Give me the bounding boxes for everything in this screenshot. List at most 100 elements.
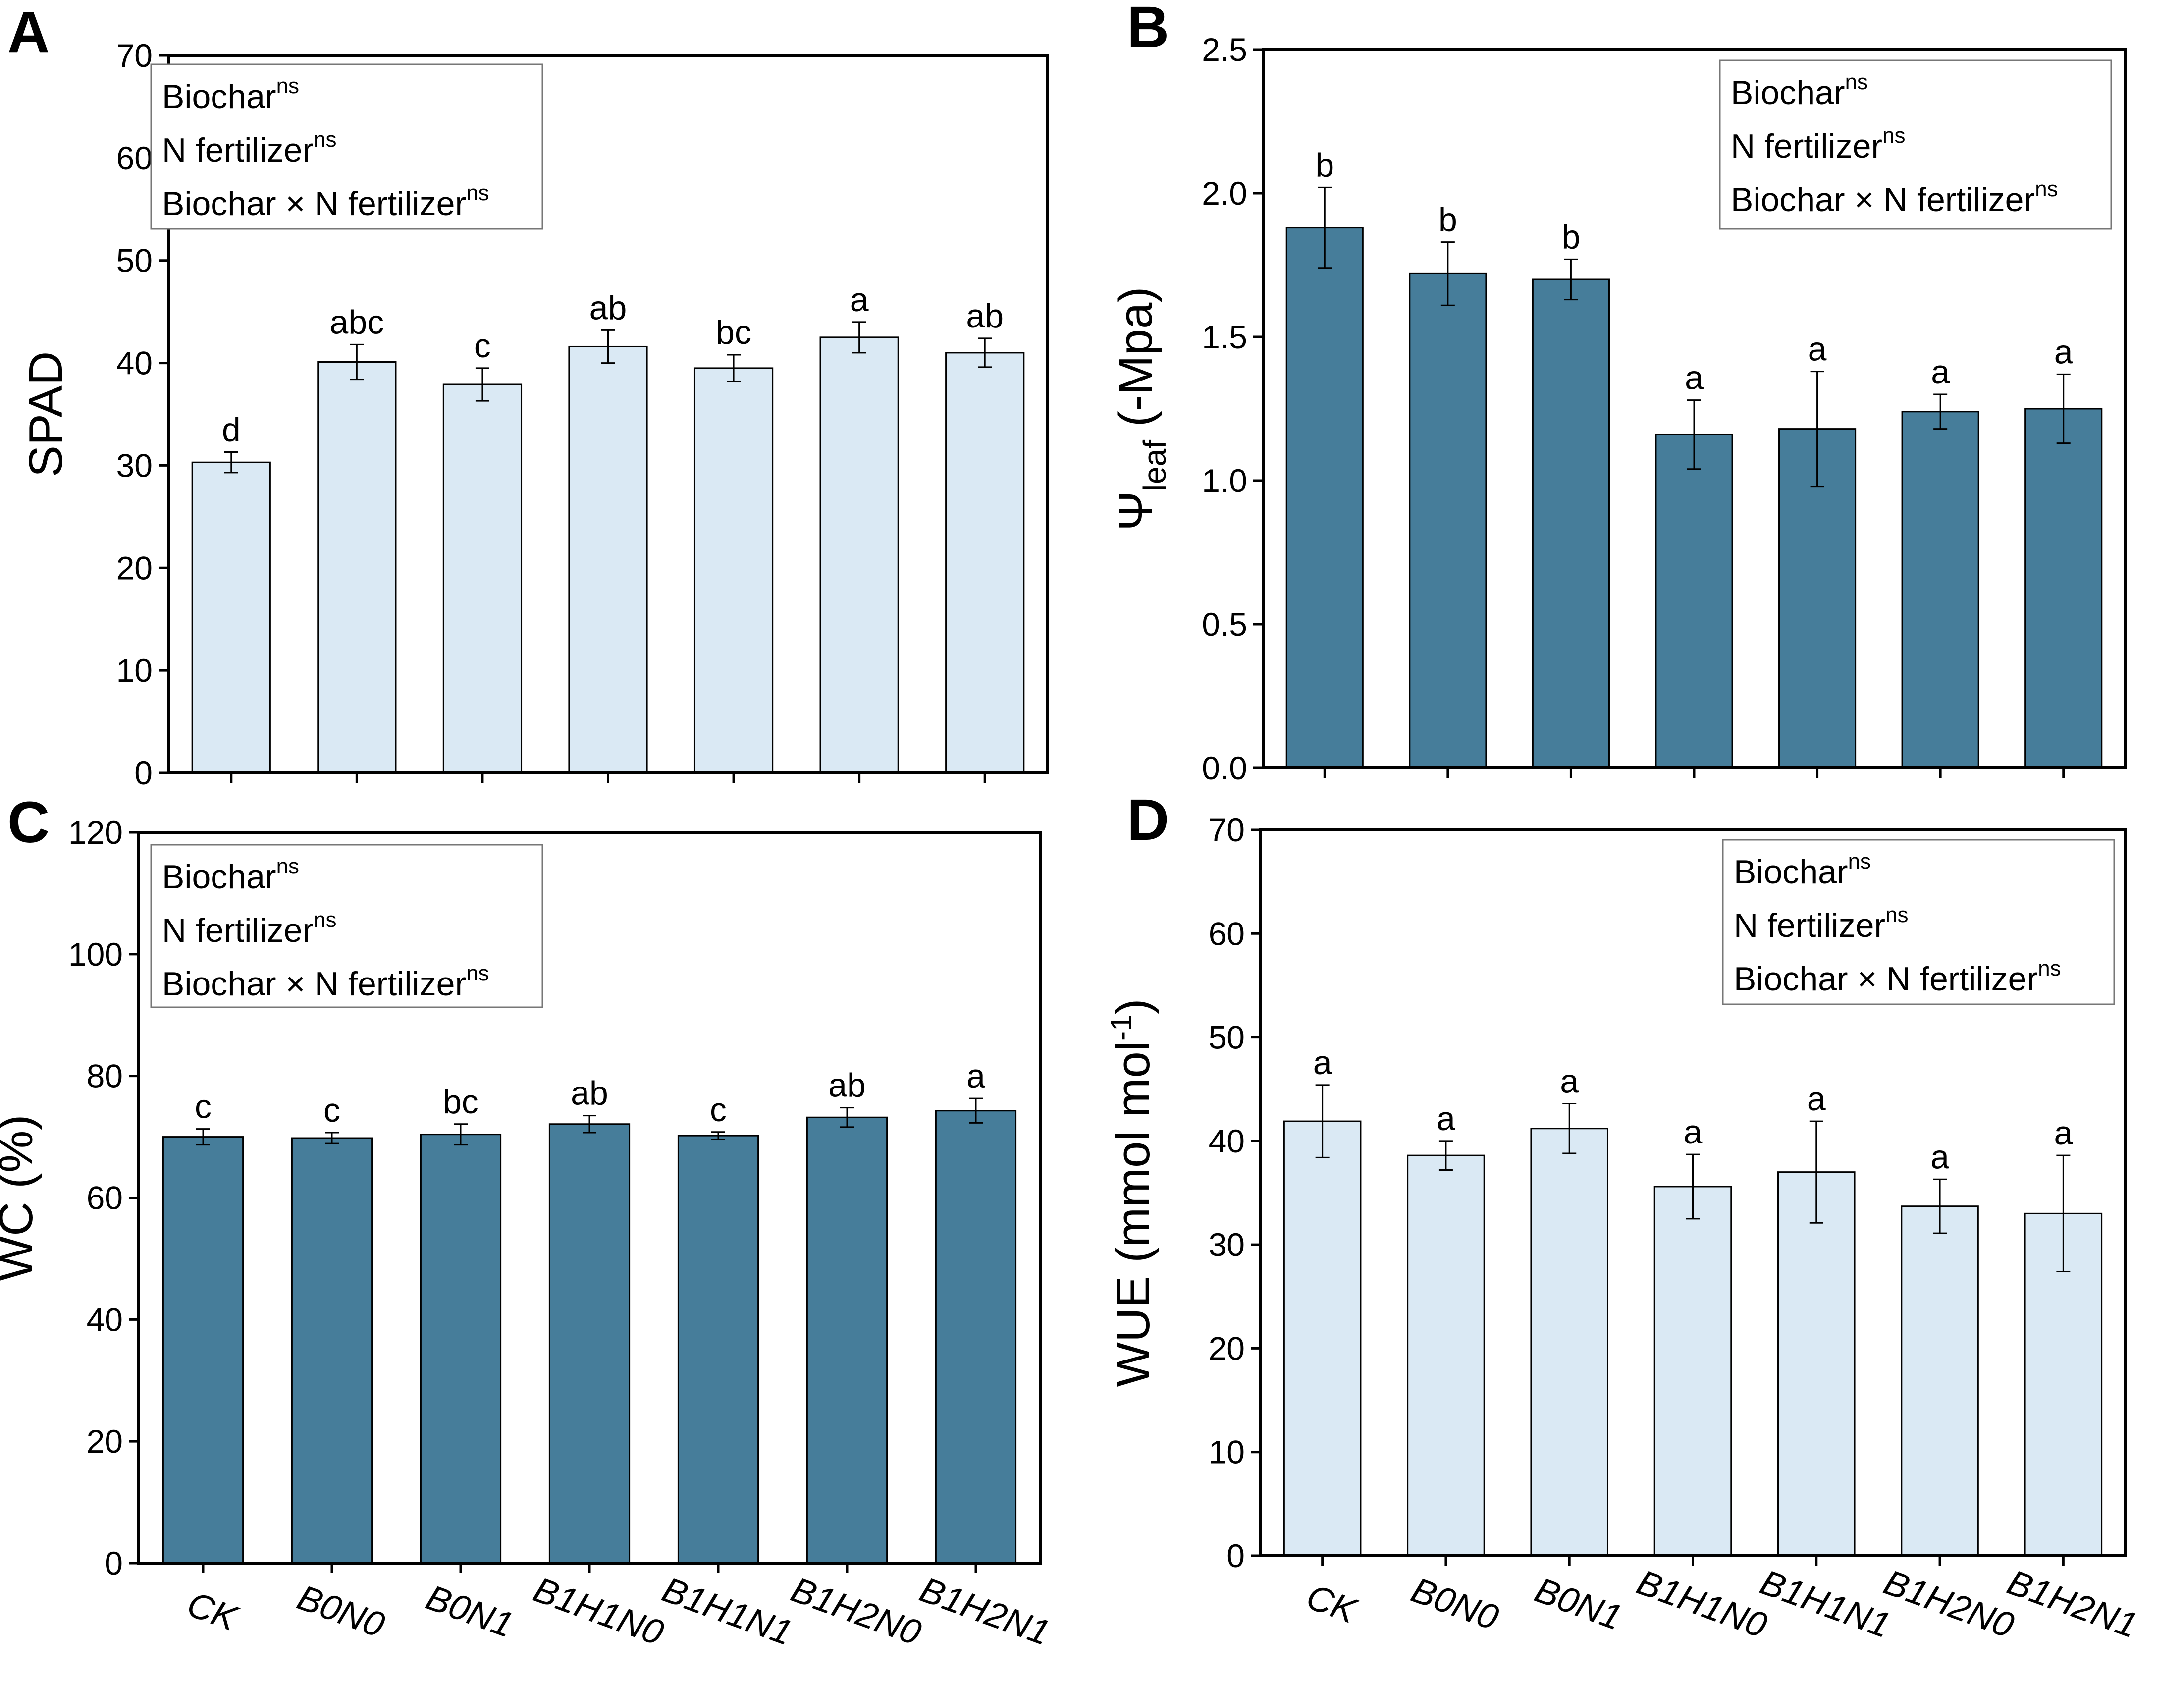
legend-entry-label: Biochar × N fertilizer xyxy=(162,185,466,222)
legend-entry-superscript: ns xyxy=(276,854,299,878)
y-axis-title: WUE (mmol mol-1) xyxy=(1105,999,1160,1387)
bar xyxy=(1901,411,1979,769)
significance-label: a xyxy=(1685,359,1704,397)
legend-entry: N fertilizerns xyxy=(162,908,337,949)
x-tick-label: CK xyxy=(182,1584,244,1639)
bar xyxy=(1285,227,1364,769)
x-tick-label: B1H2N0 xyxy=(786,1570,926,1653)
legend-entry-superscript: ns xyxy=(1848,849,1871,873)
significance-label: a xyxy=(1931,353,1950,391)
error-bar xyxy=(1564,258,1578,301)
bar xyxy=(191,461,271,774)
bar xyxy=(568,345,648,774)
panel-letter: C xyxy=(7,790,50,855)
error-bar xyxy=(1318,186,1332,269)
error-bar xyxy=(1315,1084,1330,1158)
legend-entry: Biocharns xyxy=(162,74,299,115)
y-axis-title-subscript: leaf xyxy=(1137,440,1172,491)
error-bar xyxy=(224,451,238,474)
chart-panel-b: Bb b b a a a a 0.0 0.5 1.0 1.5 2.0 2.5 Ψleaf (-Mpa) Bi… xyxy=(1109,0,2127,786)
significance-label: c xyxy=(710,1091,727,1129)
legend-entry-label: Biochar × N fertilizer xyxy=(1731,181,2035,218)
bar xyxy=(317,361,397,774)
y-tick-label: 2.0 xyxy=(1202,175,1247,212)
bar xyxy=(1407,1154,1485,1557)
legend-entry-label: N fertilizer xyxy=(1731,127,1882,165)
y-tick-label: 10 xyxy=(116,652,153,689)
legend-box xyxy=(150,844,543,1008)
y-axis-title-superscript: -1 xyxy=(1105,1014,1138,1040)
bar xyxy=(1530,1128,1608,1557)
legend-entry-superscript: ns xyxy=(1882,123,1905,148)
significance-label: a xyxy=(966,1057,985,1095)
y-tick-label: 120 xyxy=(68,814,123,851)
legend-entry: Biochar × N fertilizerns xyxy=(162,181,489,222)
error-bar xyxy=(727,354,741,382)
y-tick-label: 20 xyxy=(1209,1330,1245,1366)
y-tick-label: 20 xyxy=(87,1423,123,1460)
x-tick-label: B1H1N0 xyxy=(1632,1562,1772,1645)
anova-legend: Biocharns N fertilizerns Biochar × N ferti… xyxy=(1719,59,2112,230)
error-bar xyxy=(852,321,866,354)
x-tick-label: B1H1N1 xyxy=(657,1570,798,1653)
legend-entry-label: N fertilizer xyxy=(162,912,314,949)
legend-entry: Biochar × N fertilizerns xyxy=(162,961,489,1003)
legend-entry-superscript: ns xyxy=(314,127,336,152)
significance-label: ab xyxy=(571,1075,608,1112)
significance-label: b xyxy=(1438,201,1457,239)
y-tick-label: 0.5 xyxy=(1202,606,1247,643)
y-tick-label: 70 xyxy=(116,37,153,74)
y-tick-label: 60 xyxy=(1209,915,1245,952)
significance-label: c xyxy=(195,1088,212,1126)
y-tick-label: 50 xyxy=(116,242,153,279)
legend-entry-superscript: ns xyxy=(466,961,489,985)
error-bar xyxy=(2056,373,2071,444)
legend-box xyxy=(1719,59,2112,230)
y-tick-label: 1.5 xyxy=(1202,319,1247,355)
bar xyxy=(677,1135,759,1564)
legend-entry-label: N fertilizer xyxy=(162,131,314,169)
x-tick-label: B0N0 xyxy=(1406,1570,1504,1638)
error-bar xyxy=(1438,1140,1453,1171)
legend-entry-superscript: ns xyxy=(466,181,489,205)
y-tick-label: 2.5 xyxy=(1202,31,1247,68)
y-tick-label: 0.0 xyxy=(1202,750,1247,786)
panel-letter: A xyxy=(7,0,50,65)
legend-entry-superscript: ns xyxy=(2038,956,2061,980)
legend-entry-label: Biochar xyxy=(1731,74,1845,111)
y-tick-label: 70 xyxy=(1209,812,1245,848)
bar xyxy=(1409,272,1487,769)
y-axis-title-main: WUE (mmol mol xyxy=(1107,1041,1160,1387)
y-tick-label: 0 xyxy=(1226,1537,1245,1574)
significance-label: b xyxy=(1562,218,1581,256)
bar xyxy=(2024,408,2103,769)
error-bar xyxy=(1810,371,1824,488)
legend-entry: Biocharns xyxy=(1731,70,1868,111)
bar xyxy=(291,1137,373,1564)
error-bar xyxy=(978,337,992,368)
significance-label: a xyxy=(1684,1113,1703,1151)
legend-box xyxy=(150,63,543,230)
legend-entry-label: Biochar × N fertilizer xyxy=(162,965,466,1003)
significance-label: bc xyxy=(443,1083,479,1121)
y-tick-label: 60 xyxy=(116,140,153,176)
significance-label: ab xyxy=(828,1067,866,1104)
y-axis-title-main: WC (%) xyxy=(0,1115,43,1281)
y-tick-label: 30 xyxy=(116,447,153,484)
error-bar xyxy=(1562,1103,1577,1154)
error-bar xyxy=(1440,241,1455,306)
bar xyxy=(935,1110,1017,1564)
y-tick-label: 0 xyxy=(105,1545,123,1581)
legend-entry: Biocharns xyxy=(162,854,299,896)
significance-label: bc xyxy=(716,314,751,351)
y-axis-title-main: Ψ xyxy=(1109,491,1162,531)
y-tick-label: 10 xyxy=(1209,1434,1245,1470)
bar xyxy=(945,352,1025,774)
error-bar xyxy=(840,1107,854,1128)
y-tick-label: 30 xyxy=(1209,1226,1245,1263)
